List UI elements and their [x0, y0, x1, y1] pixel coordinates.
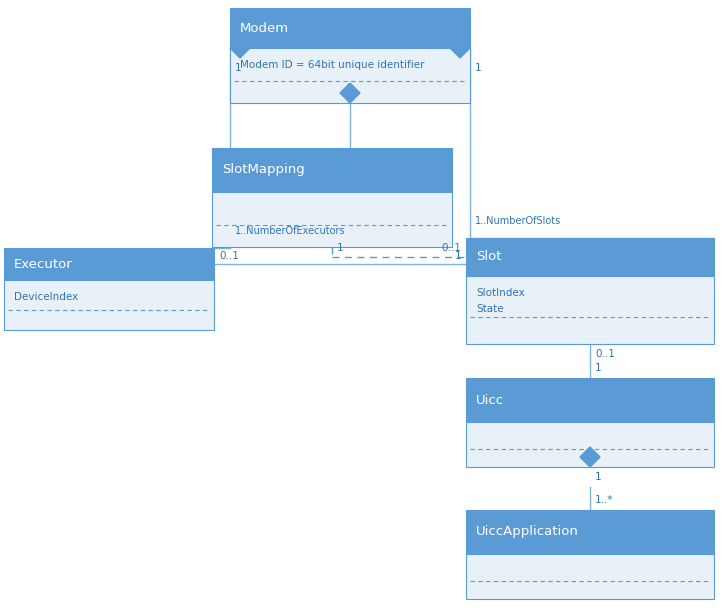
Bar — [4, 248, 214, 280]
Bar — [466, 554, 714, 599]
Polygon shape — [580, 447, 600, 467]
Text: Executor: Executor — [14, 257, 73, 270]
Text: Slot: Slot — [476, 251, 502, 264]
Text: 1: 1 — [235, 63, 242, 73]
Text: 1: 1 — [595, 363, 601, 373]
Bar — [466, 422, 714, 467]
Bar — [212, 148, 452, 192]
Bar — [466, 276, 714, 344]
Polygon shape — [450, 38, 470, 58]
Text: DeviceIndex: DeviceIndex — [14, 292, 78, 302]
Bar — [466, 238, 714, 276]
Bar — [466, 378, 714, 422]
Text: 1: 1 — [475, 63, 482, 73]
Text: 1..NumberOfExecutors: 1..NumberOfExecutors — [235, 226, 346, 236]
Text: UiccApplication: UiccApplication — [476, 525, 579, 538]
Text: Modem ID = 64bit unique identifier: Modem ID = 64bit unique identifier — [240, 60, 425, 70]
Bar — [466, 510, 714, 554]
Polygon shape — [230, 38, 250, 58]
Text: 0..1: 0..1 — [441, 243, 461, 253]
Text: 1..NumberOfSlots: 1..NumberOfSlots — [475, 216, 561, 226]
Text: SlotIndex: SlotIndex — [476, 288, 525, 298]
Bar — [212, 192, 452, 247]
Text: 0..1: 0..1 — [595, 349, 615, 359]
Text: SlotMapping: SlotMapping — [222, 163, 305, 177]
Text: State: State — [476, 304, 504, 314]
Text: Uicc: Uicc — [476, 394, 504, 407]
Text: 1: 1 — [337, 243, 344, 253]
Text: 1: 1 — [454, 251, 461, 261]
Polygon shape — [340, 83, 360, 103]
Text: 0..1: 0..1 — [219, 251, 239, 261]
Bar — [4, 280, 214, 330]
Text: 1..*: 1..* — [595, 495, 614, 505]
Text: 1: 1 — [595, 472, 601, 482]
Bar — [230, 48, 470, 103]
Text: Modem: Modem — [240, 22, 289, 34]
Bar — [230, 8, 470, 48]
